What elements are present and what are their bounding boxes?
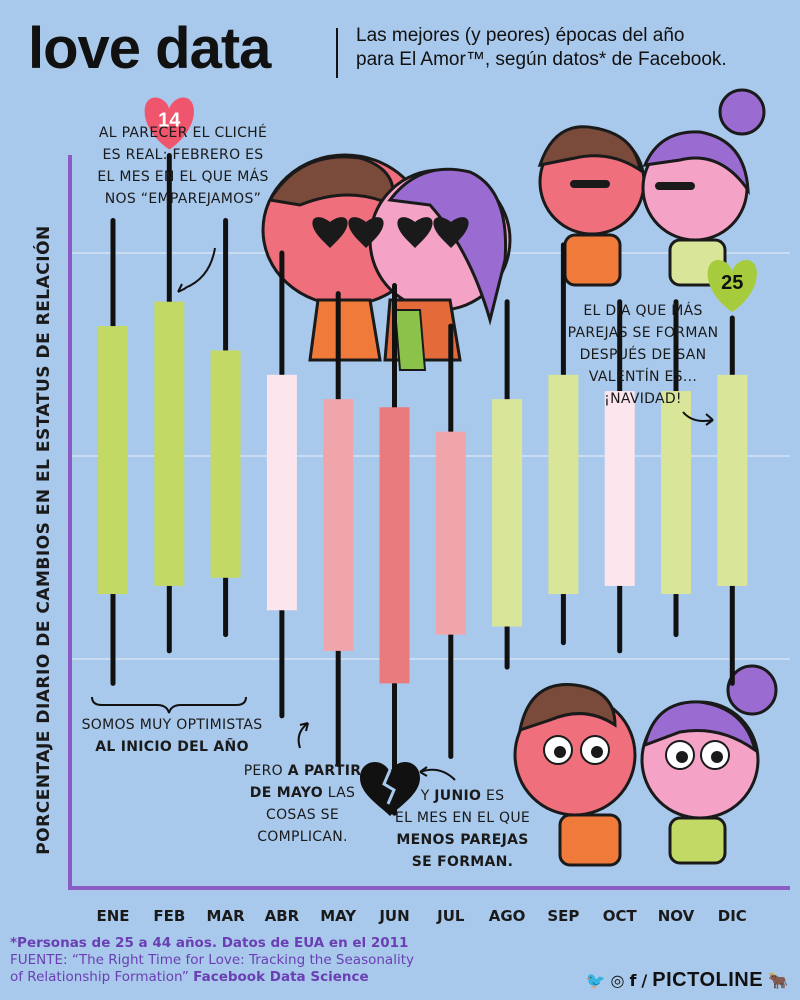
range-box-mar <box>210 350 241 578</box>
heart-badge-label: 14 <box>158 110 181 132</box>
x-tick-labels: ENE FEB MAR ABR MAY JUN JUL AGO SEP OCT NOV DIC <box>96 907 746 925</box>
x-tick-dic: DIC <box>718 907 747 925</box>
source-line-1: FUENTE: “The Right Time for Love: Tracki… <box>10 952 414 968</box>
annotation-jun-text: Y <box>420 788 435 804</box>
annotation-start-line: SOMOS MUY OPTIMISTAS <box>81 717 263 733</box>
range-box-may <box>323 399 354 651</box>
range-box-sep <box>548 374 579 595</box>
instagram-icon[interactable]: ◎ <box>610 970 625 990</box>
source-line-2: of Relationship Formation” <box>10 969 189 985</box>
x-tick-jul: JUL <box>436 907 465 925</box>
arrow-may <box>297 722 309 749</box>
x-tick-feb: FEB <box>153 907 185 925</box>
annotation-dic-line: VALENTÍN ES... <box>588 369 698 385</box>
annotation-feb-line: ES REAL: FEBRERO ES <box>102 147 264 163</box>
annotation-dic-line: PAREJAS SE FORMAN <box>567 325 719 341</box>
page-subtitle: Las mejores (y peores) épocas del año pa… <box>356 24 776 72</box>
annotation-may-bold: DE MAYO <box>249 785 323 801</box>
annotation-december: EL DÍA QUE MÁS PAREJAS SE FORMAN DESPUÉS… <box>548 300 738 410</box>
range-box-jun <box>379 407 410 684</box>
range-box-ene <box>98 326 128 595</box>
facebook-icon[interactable]: f <box>629 970 637 990</box>
annotation-jun-bold: MENOS PAREJAS <box>396 832 529 848</box>
slash-separator: / <box>641 970 648 990</box>
header-divider <box>336 28 338 78</box>
heart-badge-feb <box>144 97 194 150</box>
annotation-may-bold: A PARTIR <box>287 763 362 779</box>
source-publisher: Facebook Data Science <box>193 969 369 985</box>
annotation-jun-text: ES <box>481 788 505 804</box>
footnote: *Personas de 25 a 44 años. Datos de EUA … <box>10 935 409 951</box>
x-tick-ago: AGO <box>489 907 526 925</box>
x-tick-abr: ABR <box>265 907 300 925</box>
chart-marks <box>98 153 748 816</box>
header: love data Las mejores (y peores) épocas … <box>28 18 778 88</box>
range-box-abr <box>266 374 297 611</box>
annotation-may-text: COSAS SE <box>266 807 339 823</box>
range-box-dic <box>717 374 748 586</box>
annotation-start-of-year: SOMOS MUY OPTIMISTAS AL INICIO DEL AÑO <box>72 714 272 758</box>
range-box-feb <box>154 301 185 586</box>
y-axis-label: PORCENTAJE DIARIO DE CAMBIOS EN EL ESTAT… <box>34 225 54 855</box>
annotation-february: AL PARECER EL CLICHÉ ES REAL: FEBRERO ES… <box>78 122 288 210</box>
brand-name: PICTOLINE <box>652 968 764 991</box>
x-tick-ene: ENE <box>96 907 129 925</box>
broken-heart-icon <box>360 761 420 816</box>
range-box-ago <box>492 399 523 627</box>
x-tick-sep: SEP <box>547 907 579 925</box>
annotation-june: Y JUNIO ES EL MES EN EL QUE MENOS PAREJA… <box>385 785 540 873</box>
annotation-jun-bold: JUNIO <box>434 788 482 804</box>
twitter-icon[interactable]: 🐦 <box>585 970 606 990</box>
x-tick-jun: JUN <box>378 907 409 925</box>
couple-holding-hands-illustration <box>537 88 766 287</box>
page-title: love data <box>28 16 271 81</box>
subtitle-line-2: para El Amor™, según datos* de Facebook. <box>356 49 727 70</box>
couple-in-love-illustration <box>261 153 512 371</box>
heart-badge-dic <box>707 259 757 312</box>
range-box-oct <box>604 391 635 586</box>
annotation-jun-text: EL MES EN EL QUE <box>394 810 531 826</box>
arrow-jun <box>419 768 456 781</box>
annotation-feb-line: EL MES EN EL QUE MÁS <box>97 169 269 185</box>
x-tick-nov: NOV <box>658 907 695 925</box>
social-links: 🐦 ◎ f / PICTOLINE 🐂 <box>586 966 788 994</box>
bull-logo-icon: 🐂 <box>768 970 788 990</box>
annotation-dic-line: DESPUÉS DE SAN <box>579 347 707 363</box>
annotation-dic-line: EL DÍA QUE MÁS <box>583 303 703 319</box>
annotation-may-text: PERO <box>243 763 288 779</box>
annotation-may-text: LAS <box>322 785 356 801</box>
heart-badge-label: 25 <box>721 272 743 294</box>
x-tick-mar: MAR <box>207 907 246 925</box>
annotation-may-text: COMPLICAN. <box>257 829 348 845</box>
annotation-feb-line: AL PARECER EL CLICHÉ <box>98 125 268 141</box>
range-box-nov <box>661 391 691 595</box>
brace-start-year <box>91 696 247 714</box>
arrow-feb <box>184 247 216 289</box>
day-badges: 14 25 <box>144 97 757 312</box>
annotation-dic-line: ¡NAVIDAD! <box>604 391 682 407</box>
x-tick-oct: OCT <box>603 907 638 925</box>
annotation-arrows <box>91 247 714 781</box>
x-tick-may: MAY <box>320 907 357 925</box>
annotation-jun-bold: SE FORMAN. <box>411 854 514 870</box>
arrow-dic <box>682 411 714 422</box>
annotation-feb-line: NOS “EMPAREJAMOS” <box>104 191 262 207</box>
subtitle-line-1: Las mejores (y peores) épocas del año <box>356 25 685 46</box>
footer-notes: *Personas de 25 a 44 años. Datos de EUA … <box>10 935 570 986</box>
worried-couple-illustration <box>513 664 778 867</box>
range-box-jul <box>435 431 466 635</box>
annotation-may: PERO A PARTIR DE MAYO LAS COSAS SE COMPL… <box>240 760 365 848</box>
annotation-start-bold: AL INICIO DEL AÑO <box>95 739 249 755</box>
